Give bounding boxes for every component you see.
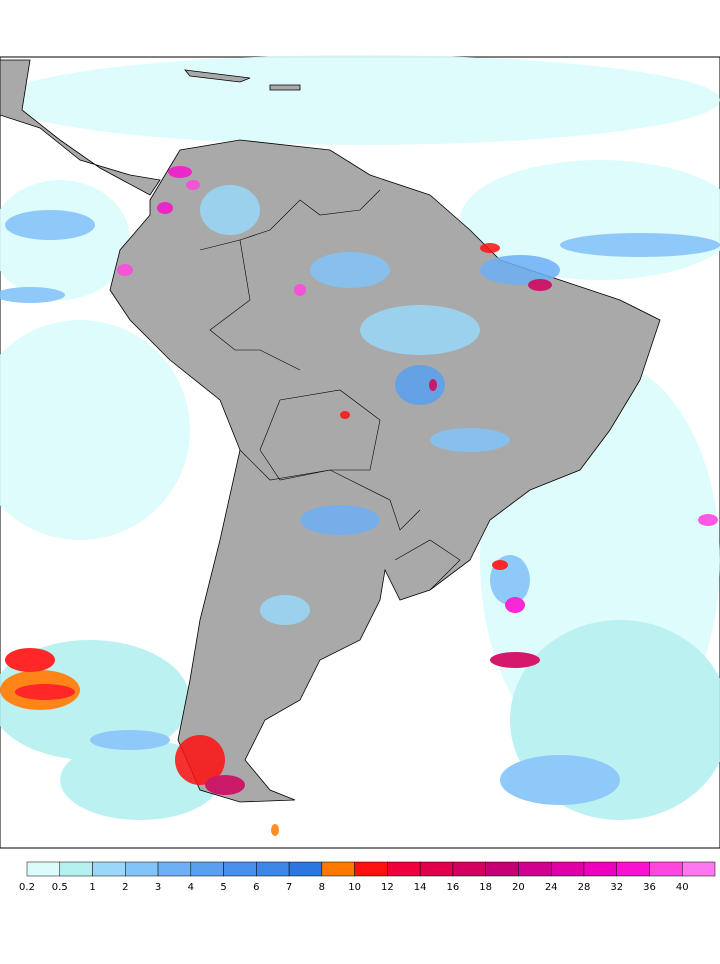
colorbar-swatch: [485, 861, 519, 877]
colorbar-swatch: [616, 861, 650, 877]
colorbar-swatch: [157, 861, 192, 877]
colorbar-swatch: [681, 861, 716, 877]
colorbar-label: 12: [381, 882, 394, 893]
colorbar-label: 0.5: [52, 882, 68, 893]
central-america: [0, 59, 161, 196]
colorbar-label: 18: [479, 882, 492, 893]
colorbar-label: 5: [220, 882, 226, 893]
colorbar: 0.2 0.5 1 2 3 4 5 6 7 8 10 12 14 16 18 20 24 28 32 36 40: [19, 861, 716, 893]
colorbar-swatch: [583, 861, 617, 877]
map: [0, 55, 720, 849]
colorbar-label: 10: [348, 882, 361, 893]
colorbar-label: 16: [447, 882, 460, 893]
colorbar-label: 40: [676, 882, 689, 893]
colorbar-label: 8: [319, 882, 325, 893]
colorbar-swatch: [256, 861, 290, 877]
colorbar-label: 32: [610, 882, 623, 893]
colorbar-label: 14: [414, 882, 427, 893]
colorbar-label: 0.2: [19, 882, 35, 893]
colorbar-swatch: [649, 861, 683, 877]
colorbar-label: 24: [545, 882, 558, 893]
land-borders: [199, 189, 461, 591]
colorbar-swatch: [190, 861, 224, 877]
colorbar-swatch: [550, 861, 585, 877]
colorbar-swatch: [387, 861, 421, 877]
colorbar-label: 6: [253, 882, 259, 893]
colorbar-swatch: [125, 861, 159, 877]
colorbar-label: 7: [286, 882, 292, 893]
colorbar-swatch: [452, 861, 486, 877]
colorbar-swatch: [92, 861, 126, 877]
ocean-precip: [0, 55, 720, 820]
colorbar-label: 36: [643, 882, 656, 893]
colorbar-label: 2: [122, 882, 128, 893]
caribbean-islands: [184, 69, 301, 91]
colorbar-swatch: [26, 861, 61, 877]
land: [0, 59, 661, 803]
colorbar-label: 28: [578, 882, 591, 893]
colorbar-label: 20: [512, 882, 525, 893]
land-precip: [117, 166, 560, 836]
colorbar-swatch: [223, 861, 257, 877]
colorbar-swatch: [288, 861, 323, 877]
colorbar-label: 4: [188, 882, 194, 893]
colorbar-swatch: [321, 861, 355, 877]
colorbar-label: 1: [89, 882, 95, 893]
colorbar-swatch: [59, 861, 93, 877]
south-america: [109, 139, 661, 803]
colorbar-label: 3: [155, 882, 161, 893]
colorbar-swatch: [354, 861, 388, 877]
colorbar-swatch: [518, 861, 552, 877]
colorbar-swatch: [419, 861, 454, 877]
